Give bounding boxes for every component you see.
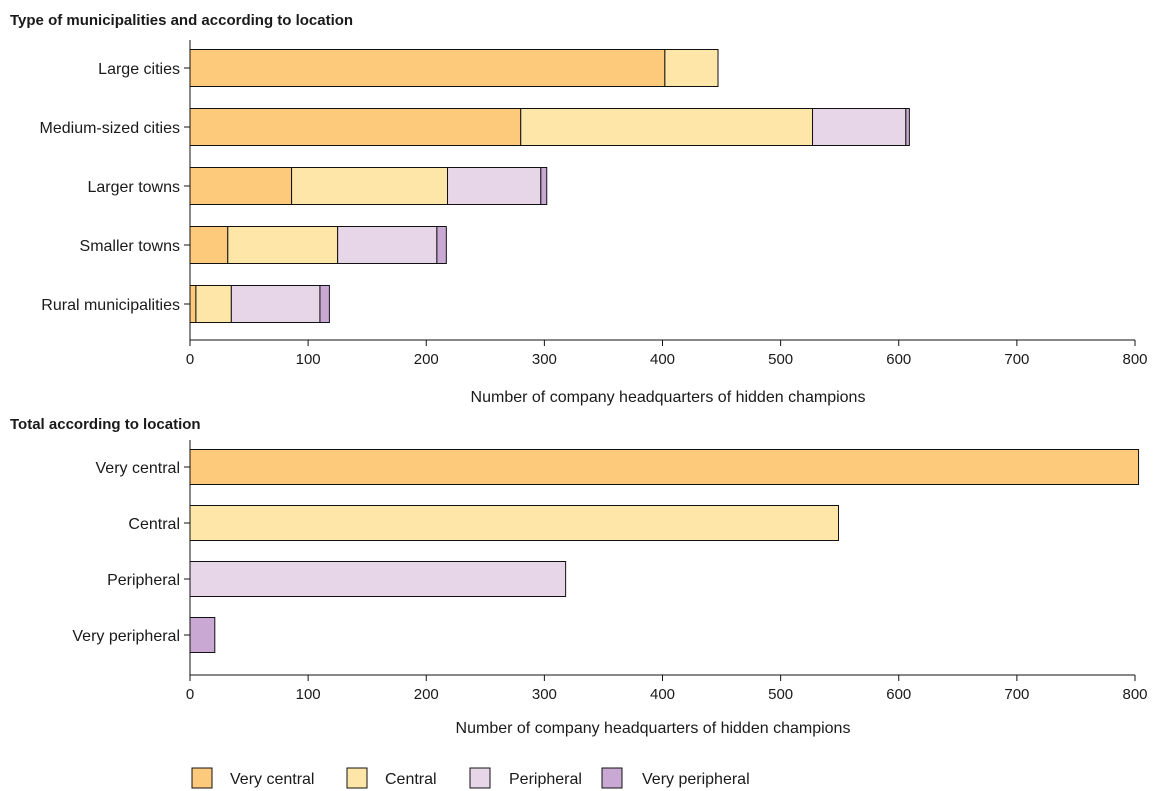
panel1-bar-medium-sized-cities-peripheral <box>812 108 907 146</box>
legend-swatch-peripheral <box>469 767 491 789</box>
legend-swatch-very-central <box>191 767 213 789</box>
panel2-category-label-peripheral: Peripheral <box>107 572 180 589</box>
panel1-bar-smaller-towns-central <box>227 226 339 264</box>
panel1-x-tick-label: 400 <box>650 351 675 368</box>
panel1-bar-medium-sized-cities-very-peripheral <box>905 108 910 146</box>
panel1-bar-rural-municipalities-very-central <box>189 285 197 323</box>
panel2-x-tick-label: 800 <box>1122 686 1147 703</box>
legend-label-very-peripheral: Very peripheral <box>642 771 750 788</box>
panel1-category-label-rural-municipalities: Rural municipalities <box>41 297 180 314</box>
panel2-bar-very-peripheral <box>189 617 216 653</box>
panel1-plot: Large cities Medium-sized cities Larger to… <box>40 40 1148 368</box>
panel2-plot: Very central Central Peripheral Very periph… <box>72 440 1148 703</box>
panel2-category-label-very-peripheral: Very peripheral <box>72 628 180 645</box>
panel1-xlabel: Number of company headquarters of hidden… <box>471 389 866 406</box>
panel2-x-tick-label: 300 <box>532 686 557 703</box>
panel2-category-label-central: Central <box>128 516 180 533</box>
panel2-category-label-very-central: Very central <box>96 460 180 477</box>
panel1-bar-rural-municipalities-central <box>195 285 232 323</box>
legend-swatch-very-peripheral <box>601 767 623 789</box>
panel1-x-tick-label: 100 <box>296 351 321 368</box>
legend-label-peripheral: Peripheral <box>509 771 582 788</box>
panel1-bar-larger-towns-very-central <box>189 167 293 205</box>
panel2-bar-peripheral <box>189 561 567 597</box>
panel1-x-tick-label: 300 <box>532 351 557 368</box>
panel2-title: Total according to location <box>10 416 201 433</box>
panel1-bar-smaller-towns-very-central <box>189 226 229 264</box>
panel1-x-tick-label: 700 <box>1004 351 1029 368</box>
panel1-bar-rural-municipalities-very-peripheral <box>319 285 330 323</box>
panel1-category-label-large-cities: Large cities <box>98 61 180 78</box>
panel1-title: Type of municipalities and according to … <box>10 12 353 29</box>
legend-label-very-central: Very central <box>230 771 314 788</box>
panel1-bar-large-cities-central <box>664 49 719 87</box>
panel1-bar-larger-towns-central <box>291 167 449 205</box>
panel2-x-tick-label: 400 <box>650 686 675 703</box>
panel1-bar-rural-municipalities-peripheral <box>230 285 321 323</box>
panel1-x-tick-label: 800 <box>1122 351 1147 368</box>
panel2-x-tick-label: 200 <box>414 686 439 703</box>
panel1-bar-large-cities-very-central <box>189 49 666 87</box>
panel2-x-tick-label: 500 <box>768 686 793 703</box>
panel2-bar-very-central <box>189 449 1140 485</box>
panel1-x-tick-label: 500 <box>768 351 793 368</box>
panel2-x-tick-label: 600 <box>886 686 911 703</box>
panel1-bar-smaller-towns-very-peripheral <box>436 226 447 264</box>
panel1-x-tick-label: 0 <box>186 351 194 368</box>
panel1-bar-larger-towns-peripheral <box>447 167 542 205</box>
legend-label-central: Central <box>385 771 437 788</box>
panel1-bar-smaller-towns-peripheral <box>337 226 438 264</box>
panel1-category-label-larger-towns: Larger towns <box>88 179 181 196</box>
panel1-bar-medium-sized-cities-very-central <box>189 108 522 146</box>
panel2-x-tick-label: 0 <box>186 686 194 703</box>
legend-swatch-central <box>346 767 368 789</box>
panel1-x-tick-label: 200 <box>414 351 439 368</box>
panel2-x-tick-label: 700 <box>1004 686 1029 703</box>
panel2-x-tick-label: 100 <box>296 686 321 703</box>
legend: Very central Central Peripheral Very per… <box>191 767 750 789</box>
panel2-bar-central <box>189 505 840 541</box>
panel2-xlabel: Number of company headquarters of hidden… <box>456 720 851 737</box>
panel1-x-tick-label: 600 <box>886 351 911 368</box>
panel1-category-label-smaller-towns: Smaller towns <box>80 238 180 255</box>
panel1-bar-medium-sized-cities-central <box>520 108 814 146</box>
panel1-category-label-medium-sized-cities: Medium-sized cities <box>40 120 180 137</box>
panel1-bar-larger-towns-very-peripheral <box>540 167 548 205</box>
